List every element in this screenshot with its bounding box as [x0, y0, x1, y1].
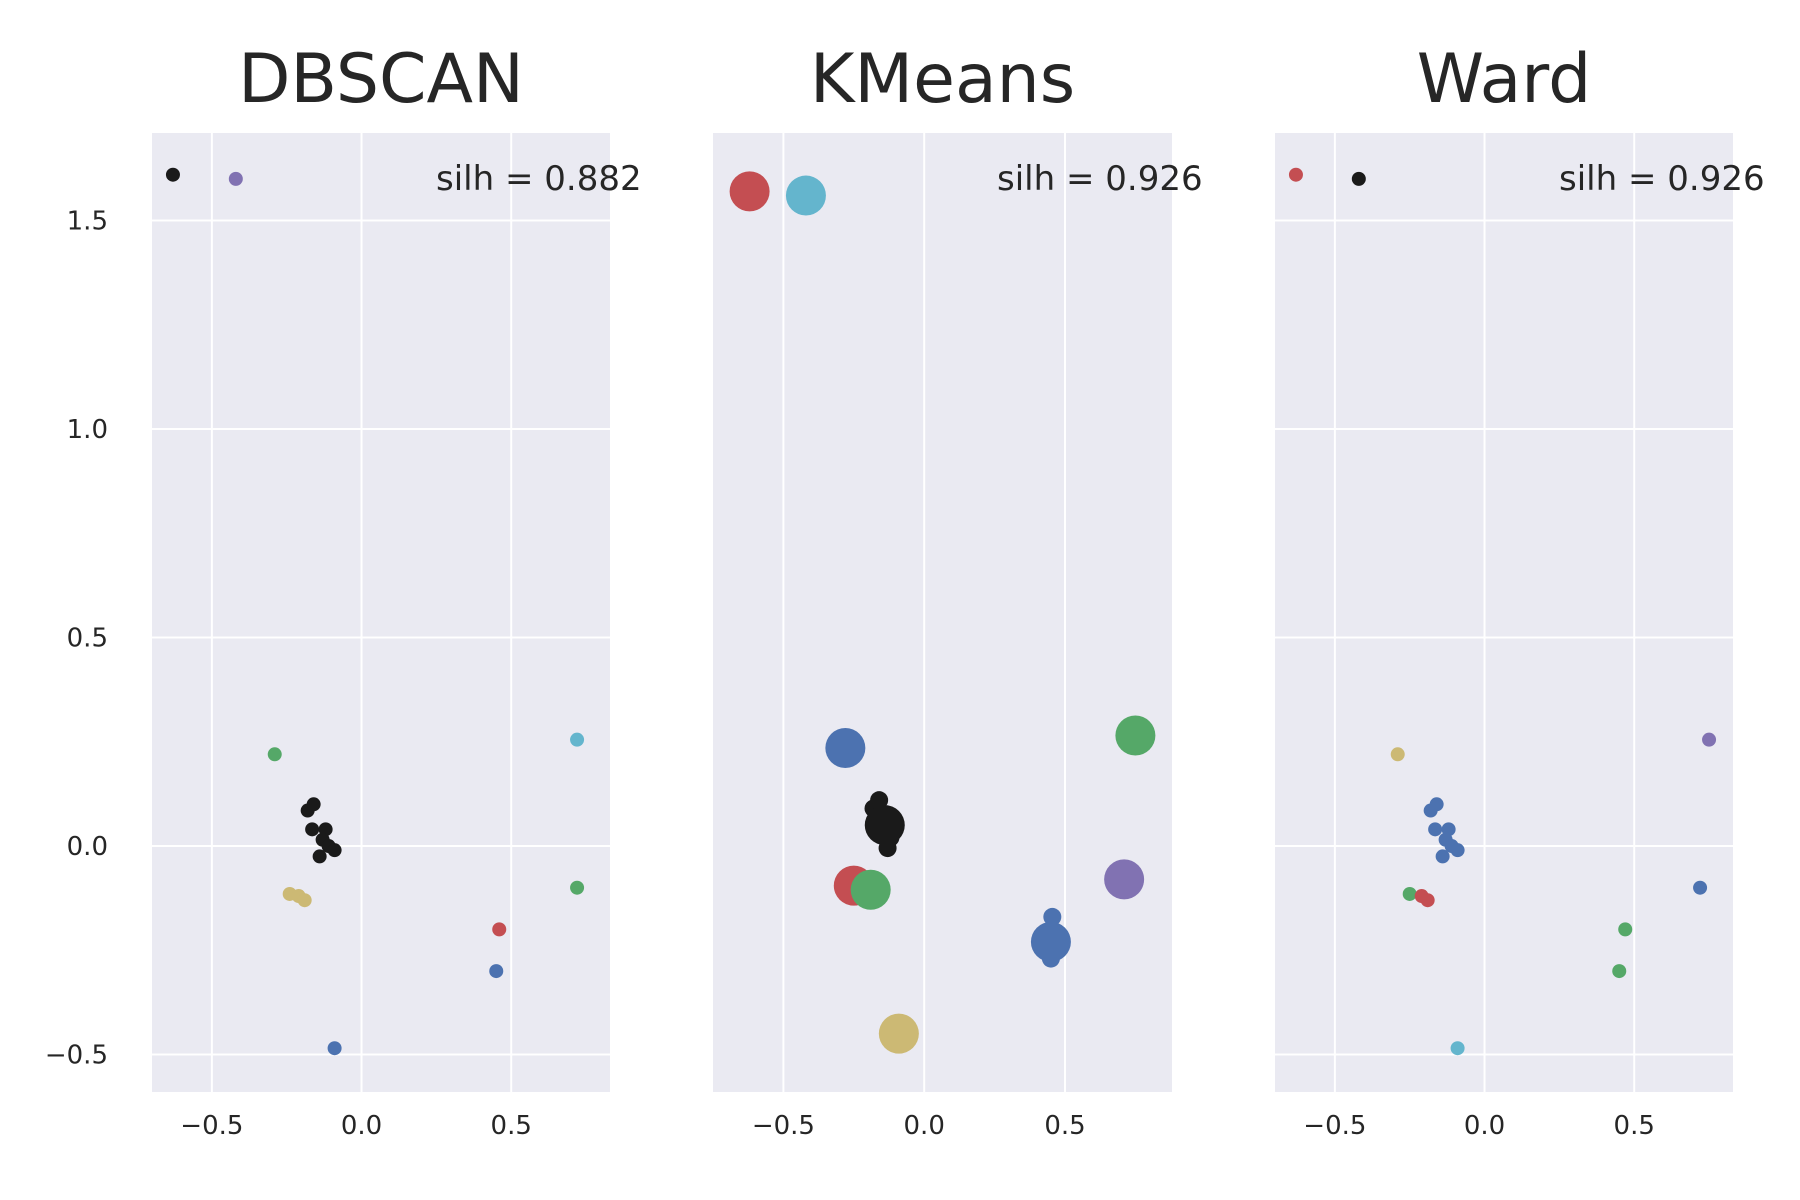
panel-title: DBSCAN [238, 40, 524, 119]
data-point [1435, 849, 1450, 864]
x-tick-label: 0.0 [341, 1111, 382, 1141]
x-tick-label: 0.0 [1464, 1111, 1505, 1141]
y-tick-label: −0.5 [45, 1040, 108, 1070]
subplot-dbscan: −0.5 0.0 0.5 −0.5 0.0 0.5 1.0 1.5 DBSCAN silh = 0… [45, 40, 642, 1141]
x-tick-label: −0.5 [752, 1111, 815, 1141]
data-point [1702, 732, 1717, 747]
data-point [570, 880, 585, 895]
data-point [327, 1041, 342, 1056]
axes-background [713, 133, 1172, 1092]
data-point [297, 893, 312, 908]
x-tick-label: 0.5 [491, 1111, 532, 1141]
data-point [1429, 797, 1444, 812]
data-point [312, 849, 327, 864]
subplot-ward: −0.5 0.0 0.5 Ward silh = 0.926 [1275, 40, 1765, 1141]
silhouette-annotation: silh = 0.926 [1559, 159, 1765, 199]
data-point [306, 797, 321, 812]
silhouette-annotation: silh = 0.926 [997, 159, 1203, 199]
data-point [878, 1013, 919, 1054]
y-tick-label: 1.5 [67, 207, 108, 237]
y-tick-label: 0.0 [67, 832, 108, 862]
data-point [1612, 964, 1627, 979]
data-point [1043, 907, 1062, 926]
data-point [492, 922, 507, 937]
data-point [165, 167, 180, 182]
subplot-panels: −0.5 0.0 0.5 −0.5 0.0 0.5 1.0 1.5 DBSCAN silh = 0… [45, 40, 1765, 1141]
data-point [1402, 886, 1417, 901]
silhouette-annotation: silh = 0.882 [436, 159, 642, 199]
data-point [850, 869, 891, 910]
y-tick-label: 1.0 [67, 415, 108, 445]
panel-title: KMeans [810, 40, 1075, 119]
data-point [489, 964, 504, 979]
data-point [228, 171, 243, 186]
x-tick-label: 0.0 [904, 1111, 945, 1141]
data-point [1618, 922, 1633, 937]
data-point [1450, 1041, 1465, 1056]
x-tick-label: −0.5 [180, 1111, 243, 1141]
axes-background [1275, 133, 1733, 1092]
data-point [570, 732, 585, 747]
data-point [1420, 893, 1435, 908]
data-point [1693, 880, 1708, 895]
data-point [825, 728, 866, 769]
data-point [729, 171, 770, 212]
x-tick-label: 0.5 [1614, 1111, 1655, 1141]
panel-title: Ward [1417, 40, 1591, 119]
x-tick-label: −0.5 [1303, 1111, 1366, 1141]
data-point [1450, 843, 1465, 858]
data-point [305, 822, 320, 837]
data-point [1288, 167, 1303, 182]
data-point [1351, 171, 1366, 186]
data-point [1104, 859, 1145, 900]
data-point [1030, 921, 1071, 962]
y-tick-label: 0.5 [67, 624, 108, 654]
x-tick-label: 0.5 [1044, 1111, 1085, 1141]
data-point [1115, 715, 1156, 756]
data-point [1428, 822, 1443, 837]
axes-background [152, 133, 610, 1092]
data-point [870, 791, 889, 810]
data-point [327, 843, 342, 858]
data-point [267, 747, 282, 762]
data-point [1390, 747, 1405, 762]
subplot-kmeans: −0.5 0.0 0.5 KMeans silh = 0.926 [713, 40, 1203, 1141]
data-point [864, 805, 905, 846]
data-point [785, 175, 826, 216]
